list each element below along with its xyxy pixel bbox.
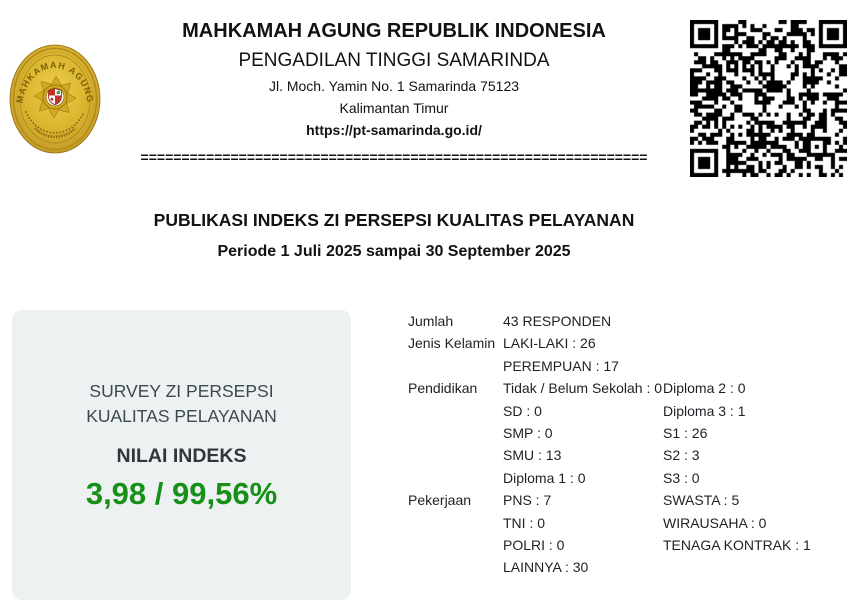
stat-label xyxy=(408,355,503,377)
stat-value-col1: Diploma 1 : 0 xyxy=(503,469,586,486)
stat-value-col2: SWASTA : 5 xyxy=(663,492,740,509)
publication-title: PUBLIKASI INDEKS ZI PERSEPSI KUALITAS PE… xyxy=(153,210,635,230)
org-name: MAHKAMAH AGUNG REPUBLIK INDONESIA xyxy=(182,20,606,42)
stat-row: SMP : 0 S1 : 26 xyxy=(408,422,866,444)
address-line-2: Kalimantan Timur xyxy=(339,100,449,116)
stat-value-col2 xyxy=(663,332,866,354)
stat-label xyxy=(408,512,503,534)
stat-value-col1: Tidak / Belum Sekolah : 0 xyxy=(503,380,663,397)
stat-label xyxy=(408,444,503,466)
stat-value-col1: TNI : 0 xyxy=(503,514,546,531)
stat-value-col2 xyxy=(663,355,866,377)
stat-row: Pendidikan Tidak / Belum Sekolah : 0 Dip… xyxy=(408,377,866,399)
stat-label xyxy=(408,467,503,489)
stat-label xyxy=(408,400,503,422)
publication-header: PUBLIKASI INDEKS ZI PERSEPSI KUALITAS PE… xyxy=(140,208,648,262)
index-label: NILAI INDEKS xyxy=(116,445,247,467)
stat-label: Jenis Kelamin xyxy=(408,335,496,352)
stat-row: TNI : 0 WIRAUSAHA : 0 xyxy=(408,512,866,534)
index-value: 3,98 / 99,56% xyxy=(85,476,278,511)
stat-value-col2: S2 : 3 xyxy=(663,447,700,464)
stat-row: Diploma 1 : 0 S3 : 0 xyxy=(408,467,866,489)
stat-value-col1: 43 RESPONDEN xyxy=(503,313,612,329)
page-root: { "letterhead": { "org_name": "MAHKAMAH … xyxy=(9,17,866,600)
stat-label xyxy=(408,422,503,444)
qr-code xyxy=(690,20,847,177)
stat-label: Jumlah xyxy=(408,313,454,329)
stat-row: SMU : 13 S2 : 3 xyxy=(408,444,866,466)
stat-value-col2: TENAGA KONTRAK : 1 xyxy=(663,536,811,553)
stat-value-col1: PEREMPUAN : 17 xyxy=(503,357,619,374)
stat-value-col1: LAINNYA : 30 xyxy=(503,559,589,576)
court-name: PENGADILAN TINGGI SAMARINDA xyxy=(238,50,550,71)
letterhead: MAHKAMAH AGUNG REPUBLIK INDONESIA PENGAD… xyxy=(140,17,648,165)
stat-row: Jumlah 43 RESPONDEN xyxy=(408,310,866,332)
stat-value-col1: SMP : 0 xyxy=(503,424,553,441)
stat-value-col1: SD : 0 xyxy=(503,402,542,419)
stat-value-col1: PNS : 7 xyxy=(503,492,552,509)
stat-label xyxy=(408,556,503,578)
stat-value-col2: S1 : 26 xyxy=(663,424,708,441)
stat-value-col1: LAKI-LAKI : 26 xyxy=(503,335,596,352)
stat-label: Pendidikan xyxy=(408,380,478,397)
stat-value-col2: Diploma 3 : 1 xyxy=(663,402,746,419)
stat-row: PEREMPUAN : 17 xyxy=(408,355,866,377)
respondent-stats: Jumlah 43 RESPONDEN Jenis Kelamin LAKI-L… xyxy=(408,310,866,579)
stat-row: Jenis Kelamin LAKI-LAKI : 26 xyxy=(408,332,866,354)
survey-title-line-2: KUALITAS PELAYANAN xyxy=(86,406,277,426)
stat-value-col2: S3 : 0 xyxy=(663,469,700,486)
shield-icon xyxy=(48,88,62,106)
separator-line: ========================================… xyxy=(140,149,648,165)
stat-value-col2 xyxy=(663,556,866,578)
stat-value-col2 xyxy=(663,310,866,332)
stat-value-col2: WIRAUSAHA : 0 xyxy=(663,514,767,531)
stat-label xyxy=(408,534,503,556)
publication-period: Periode 1 Juli 2025 sampai 30 September … xyxy=(217,243,571,260)
stat-row: Pekerjaan PNS : 7 SWASTA : 5 xyxy=(408,489,866,511)
stat-label: Pekerjaan xyxy=(408,492,472,509)
stat-value-col1: SMU : 13 xyxy=(503,447,562,464)
court-seal-logo: MAHKAMAH AGUNG xyxy=(9,44,101,154)
stat-value-col2: Diploma 2 : 0 xyxy=(663,380,746,397)
address-line-1: Jl. Moch. Yamin No. 1 Samarinda 75123 xyxy=(268,78,520,94)
stat-value-col1: POLRI : 0 xyxy=(503,536,565,553)
stat-row: POLRI : 0 TENAGA KONTRAK : 1 xyxy=(408,534,866,556)
index-card: SURVEY ZI PERSEPSI KUALITAS PELAYANAN NI… xyxy=(12,310,351,600)
stat-row: LAINNYA : 30 xyxy=(408,556,866,578)
survey-title-line-1: SURVEY ZI PERSEPSI xyxy=(89,381,274,401)
website-url: https://pt-samarinda.go.id/ xyxy=(306,122,482,138)
stat-row: SD : 0 Diploma 3 : 1 xyxy=(408,400,866,422)
